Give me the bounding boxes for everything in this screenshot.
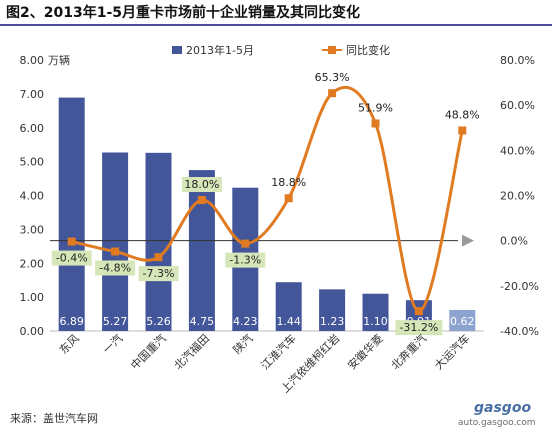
line-label-bg <box>95 260 136 276</box>
line-series-path <box>71 85 464 313</box>
x-category-label: 陕汽 <box>230 331 255 356</box>
line-marker-3 <box>154 253 163 262</box>
right-tick-label: 80.0% <box>500 54 535 67</box>
title-divider <box>0 24 552 26</box>
left-tick-label: 7.00 <box>20 88 45 101</box>
line-marker-4 <box>197 196 206 205</box>
line-marker-5 <box>241 239 250 248</box>
line-value-label: 48.8% <box>445 108 480 121</box>
chart-title: 图2、2013年1-5月重卡市场前十企业销量及其同比变化 <box>6 5 360 21</box>
x-category-label: 江淮汽车 <box>258 331 299 372</box>
left-axis-unit: 万辆 <box>48 53 70 67</box>
bar-value-label: 4.75 <box>190 315 215 328</box>
bar-2 <box>102 152 129 331</box>
line-value-label: 51.9% <box>358 101 393 114</box>
left-tick-label: 3.00 <box>20 223 45 236</box>
line-marker-8 <box>371 119 380 128</box>
x-category-label: 大运汽车 <box>431 331 472 372</box>
right-tick-label: 40.0% <box>500 144 535 157</box>
source-note: 来源：盖世汽车网 <box>10 412 98 425</box>
bar-value-label: 5.26 <box>146 315 171 328</box>
left-tick-label: 0.00 <box>20 325 45 338</box>
right-tick-label: -20.0% <box>500 280 539 293</box>
bar-8 <box>362 293 389 331</box>
right-tick-label: -40.0% <box>500 325 539 338</box>
bar-value-label: 0.62 <box>450 315 475 328</box>
left-tick-label: 4.00 <box>20 190 45 203</box>
bar-value-label: 4.23 <box>233 315 258 328</box>
watermark-url: auto.gasgoo.com <box>458 418 536 428</box>
line-value-label: 65.3% <box>315 71 350 84</box>
bar-6 <box>275 282 302 331</box>
line-label-bg <box>181 177 222 193</box>
line-label-bg <box>225 252 266 268</box>
line-value-label: 18.8% <box>271 176 306 189</box>
legend-bar-swatch <box>172 46 182 54</box>
x-category-label: 北奔重汽 <box>388 331 429 372</box>
left-tick-label: 1.00 <box>20 291 45 304</box>
line-marker-9 <box>414 307 423 316</box>
x-category-label: 东风 <box>57 332 82 357</box>
x-category-label: 中国重汽 <box>128 331 169 372</box>
bar-value-label: 1.10 <box>363 315 388 328</box>
legend-line-label: 同比变化 <box>346 43 390 57</box>
line-marker-10 <box>458 126 467 135</box>
x-category-label: 一汽 <box>100 331 125 356</box>
line-value-label: -1.3% <box>229 254 261 267</box>
bar-value-label: 6.89 <box>59 315 84 328</box>
watermark-logo: gasgoo <box>474 400 532 416</box>
line-label-bg <box>51 250 92 266</box>
line-marker-7 <box>328 89 337 98</box>
right-tick-label: 60.0% <box>500 99 535 112</box>
bar-7 <box>319 289 346 331</box>
line-label-bg <box>395 320 443 336</box>
x-category-label: 北汽福田 <box>171 331 212 372</box>
line-label-bg <box>138 266 179 282</box>
bar-value-label: 1.44 <box>276 315 301 328</box>
right-tick-label: 0.0% <box>500 235 528 248</box>
line-marker-2 <box>111 247 120 256</box>
line-value-label: -4.8% <box>99 262 131 275</box>
line-marker-6 <box>284 194 293 203</box>
bar-10 <box>449 309 476 331</box>
legend-bar-label: 2013年1-5月 <box>186 43 254 57</box>
left-tick-label: 8.00 <box>20 54 45 67</box>
line-marker-1 <box>67 237 76 246</box>
left-tick-label: 6.00 <box>20 122 45 135</box>
line-value-label: -7.3% <box>143 267 175 280</box>
bar-value-label: 1.23 <box>320 315 345 328</box>
line-value-label: 18.0% <box>184 178 219 191</box>
bar-1 <box>58 97 85 331</box>
line-value-label: -31.2% <box>399 321 438 334</box>
x-category-label: 安徽华菱 <box>345 331 386 372</box>
bar-value-label: 5.27 <box>103 315 128 328</box>
right-tick-label: 20.0% <box>500 190 535 203</box>
legend-line-marker <box>328 46 336 54</box>
line-value-label: -0.4% <box>56 252 88 265</box>
zero-line-arrow-icon <box>462 234 474 247</box>
left-tick-label: 2.00 <box>20 257 45 270</box>
left-tick-label: 5.00 <box>20 156 45 169</box>
bar-3 <box>145 152 172 331</box>
bar-4 <box>188 170 215 331</box>
